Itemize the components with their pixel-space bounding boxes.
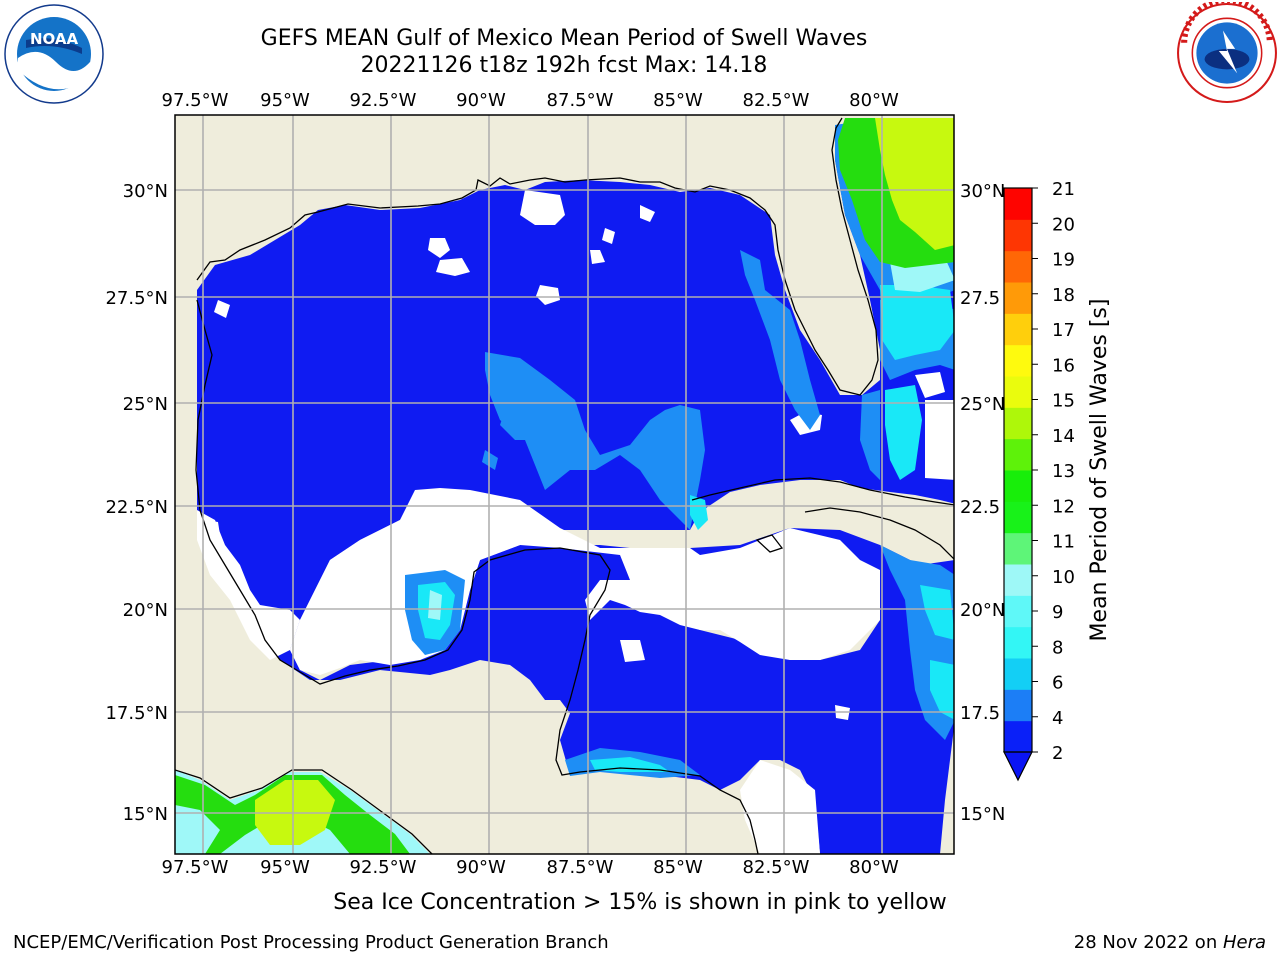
longitude-label: 95°W	[260, 857, 310, 878]
longitude-label: 95°W	[260, 90, 310, 111]
colorbar-segment	[1004, 282, 1032, 314]
colorbar-tick-label: 8	[1052, 637, 1063, 658]
svg-text:NOAA: NOAA	[30, 30, 79, 48]
longitude-label: 85°W	[653, 857, 703, 878]
colorbar-tick-label: 4	[1052, 708, 1063, 729]
longitude-label: 80°W	[849, 857, 899, 878]
longitude-label: 90°W	[456, 90, 506, 111]
longitude-labels-top: 97.5°W 95°W 92.5°W 90°W 87.5°W 85°W 82.5°W 80°W	[162, 90, 899, 111]
colorbar-segment	[1004, 313, 1032, 346]
latitude-label: 25°N	[960, 394, 1005, 415]
latitude-label: 25°N	[123, 394, 168, 415]
colorbar-segment	[1004, 219, 1032, 252]
longitude-label: 90°W	[456, 857, 506, 878]
colorbar-segment	[1004, 689, 1032, 722]
latitude-label: 15°N	[960, 804, 1005, 825]
colorbar-tick-label: 13	[1052, 461, 1075, 482]
colorbar: 2 4 6 8 9 10 11 12 13 14 15 16 17 18 19 20 21	[1003, 179, 1075, 782]
latitude-label: 17.5	[960, 703, 1000, 724]
footer-credit: NCEP/EMC/Verification Post Processing Pr…	[13, 932, 609, 953]
latitude-label: 20°N	[123, 600, 168, 621]
map-gridlines	[175, 115, 954, 854]
latitude-label: 20°N	[960, 600, 1005, 621]
noaa-logo: NOAA	[4, 4, 104, 104]
map-area	[175, 115, 954, 854]
latitude-labels-left: 30°N 27.5°N 25°N 22.5°N 20°N 17.5°N 15°N	[105, 181, 168, 825]
latitude-label: 30°N	[960, 181, 1005, 202]
colorbar-segment	[1004, 438, 1032, 471]
latitude-label: 15°N	[123, 804, 168, 825]
colorbar-segment	[1004, 595, 1032, 628]
sea-ice-note: Sea Ice Concentration > 15% is shown in …	[333, 890, 947, 915]
colorbar-tick-label: 2	[1052, 743, 1063, 764]
nws-logo	[1177, 2, 1277, 103]
swell-6-8s-regions	[418, 285, 954, 772]
colorbar-tick-label: 19	[1052, 250, 1075, 271]
colorbar-segment	[1004, 720, 1032, 753]
longitude-label: 92.5°W	[350, 857, 417, 878]
colorbar-tick-label: 10	[1052, 567, 1075, 588]
coastlines	[175, 117, 954, 854]
longitude-label: 87.5°W	[547, 90, 614, 111]
longitude-labels-bottom: 97.5°W 95°W 92.5°W 90°W 87.5°W 85°W 82.5°W 80°W	[162, 857, 899, 878]
colorbar-segment	[1004, 376, 1032, 408]
colorbar-segment	[1004, 532, 1032, 565]
colorbar-tick-label: 11	[1052, 532, 1075, 553]
longitude-label: 85°W	[653, 90, 703, 111]
colorbar-segment	[1004, 501, 1032, 534]
colorbar-tick-label: 12	[1052, 496, 1075, 517]
map-frame	[174, 114, 955, 855]
colorbar-tick-label: 14	[1052, 426, 1075, 447]
colorbar-segment	[1004, 658, 1032, 690]
colorbar-segment	[1004, 407, 1032, 440]
colorbar-segment	[1004, 344, 1032, 377]
colorbar-segment	[1004, 626, 1032, 659]
swell-pacific-region	[175, 770, 430, 854]
swell-4-6s-regions	[405, 118, 954, 778]
longitude-label: 87.5°W	[547, 857, 614, 878]
colorbar-tick-label: 21	[1052, 179, 1075, 200]
latitude-labels-right: 30°N 27.5 25°N 22.5 20°N 17.5 15°N	[960, 181, 1005, 825]
colorbar-segment	[1004, 250, 1032, 283]
colorbar-tick-label: 20	[1052, 214, 1075, 235]
latitude-label: 27.5°N	[105, 288, 168, 309]
colorbar-segment	[1004, 470, 1032, 502]
swell-10-13s-atlantic	[838, 118, 954, 268]
latitude-label: 30°N	[123, 181, 168, 202]
land-area	[175, 115, 954, 854]
footer-date-text: 28 Nov 2022 on	[1073, 932, 1223, 953]
colorbar-tick-label: 6	[1052, 673, 1063, 694]
colorbar-tick-label: 18	[1052, 285, 1075, 306]
colorbar-label: Mean Period of Swell Waves [s]	[1087, 299, 1112, 642]
colorbar-segment	[1004, 564, 1032, 596]
longitude-label: 82.5°W	[743, 90, 810, 111]
latitude-label: 22.5°N	[105, 497, 168, 518]
colorbar-tick-label: 16	[1052, 355, 1075, 376]
longitude-label: 80°W	[849, 90, 899, 111]
colorbar-tick-label: 9	[1052, 602, 1063, 623]
footer-host: Hera	[1222, 932, 1266, 953]
masked-regions	[197, 190, 954, 854]
chart-subtitle: 20221126 t18z 192h fcst Max: 14.18	[360, 53, 768, 78]
footer-date: 28 Nov 2022 on Hera	[1074, 932, 1266, 953]
longitude-label: 82.5°W	[743, 857, 810, 878]
longitude-label: 92.5°W	[350, 90, 417, 111]
colorbar-extend-arrow	[1003, 751, 1033, 782]
colorbar-tick-label: 15	[1052, 391, 1075, 412]
gulf-sea-region	[197, 118, 954, 854]
longitude-label: 97.5°W	[162, 857, 229, 878]
chart-title: GEFS MEAN Gulf of Mexico Mean Period of …	[260, 26, 868, 51]
colorbar-segment	[1004, 188, 1032, 220]
colorbar-frame	[1003, 187, 1033, 753]
latitude-label: 27.5	[960, 288, 1000, 309]
colorbar-tick-label: 17	[1052, 320, 1075, 341]
latitude-label: 17.5°N	[105, 703, 168, 724]
swell-8-9s-regions	[428, 258, 954, 620]
latitude-label: 22.5	[960, 497, 1000, 518]
longitude-label: 97.5°W	[162, 90, 229, 111]
